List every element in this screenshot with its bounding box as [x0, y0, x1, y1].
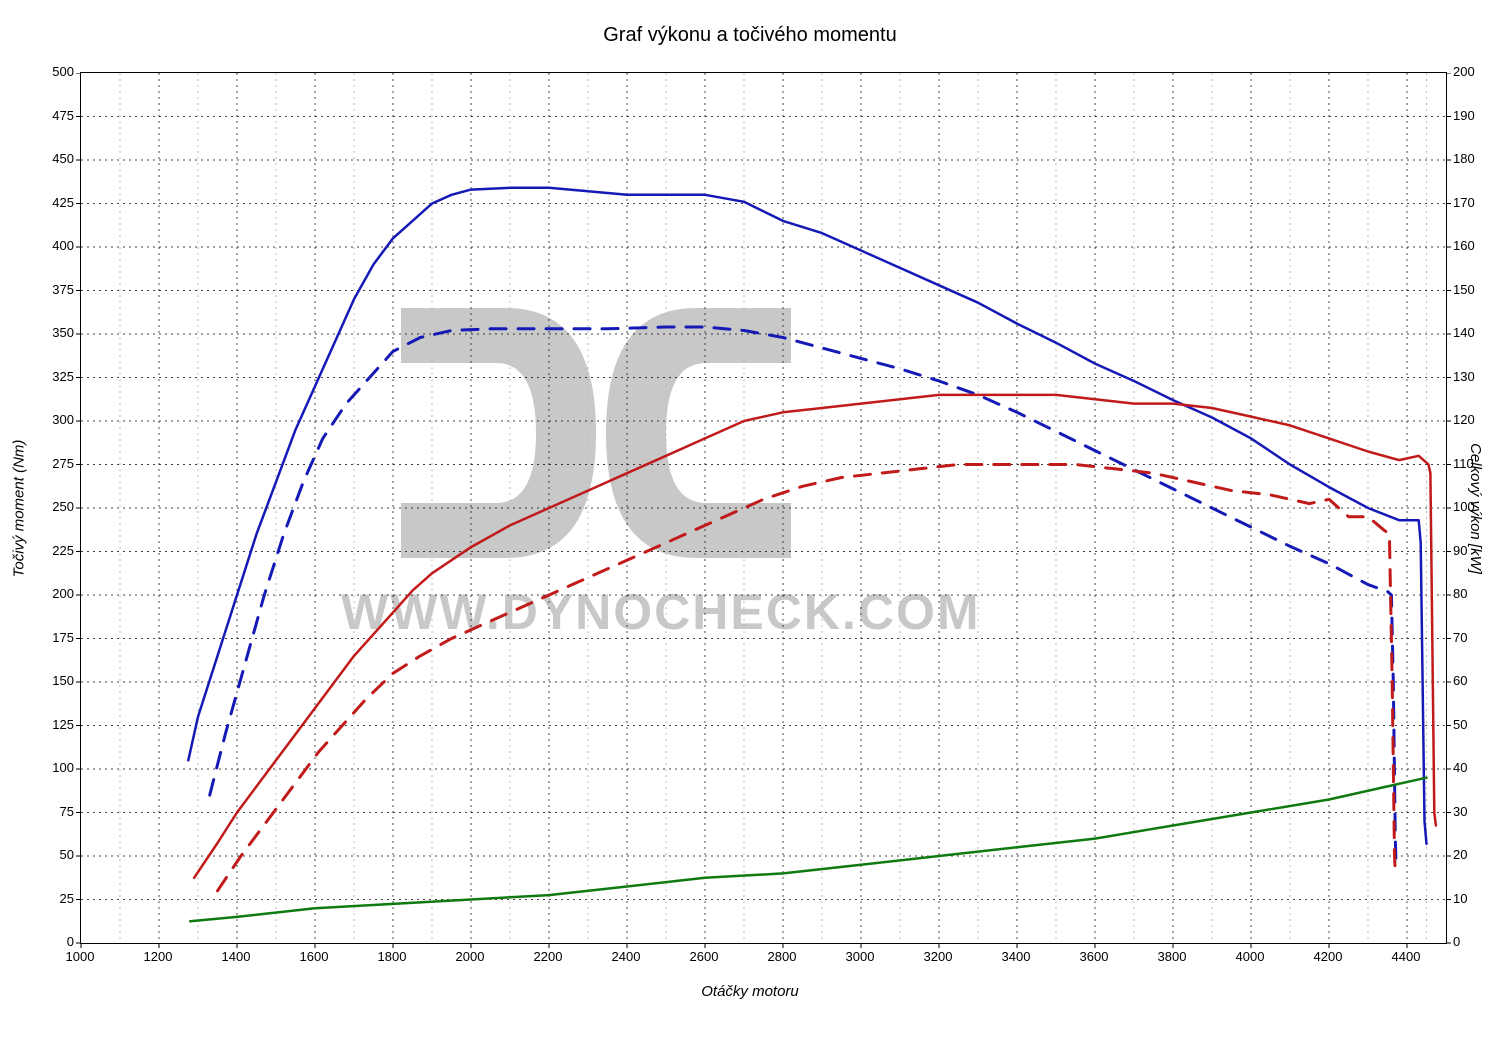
y-right-tick-label: 0 — [1453, 935, 1460, 948]
y-right-tick-label: 110 — [1453, 457, 1474, 470]
y-right-tick-label: 90 — [1453, 544, 1467, 557]
x-tick-label: 3600 — [1080, 950, 1109, 963]
y-left-tick-label: 25 — [34, 892, 74, 905]
series-power_dashed — [218, 465, 1396, 891]
y-right-tick-label: 20 — [1453, 848, 1467, 861]
y-left-tick-label: 450 — [34, 152, 74, 165]
y-right-tick-label: 130 — [1453, 370, 1475, 383]
series-torque_solid — [188, 188, 1426, 844]
x-tick-label: 2400 — [612, 950, 641, 963]
y-right-tick-label: 100 — [1453, 500, 1475, 513]
y-right-tick-label: 80 — [1453, 587, 1467, 600]
y-right-tick-label: 150 — [1453, 283, 1475, 296]
y-left-tick-label: 325 — [34, 370, 74, 383]
y-right-tick-label: 180 — [1453, 152, 1475, 165]
x-tick-label: 1400 — [222, 950, 251, 963]
x-tick-label: 4400 — [1392, 950, 1421, 963]
x-tick-label: 4000 — [1236, 950, 1265, 963]
x-tick-label: 2800 — [768, 950, 797, 963]
y-left-tick-label: 150 — [34, 674, 74, 687]
x-tick-label: 1600 — [300, 950, 329, 963]
x-axis-label: Otáčky motoru — [0, 983, 1500, 1000]
x-tick-label: 3800 — [1158, 950, 1187, 963]
y-left-tick-label: 200 — [34, 587, 74, 600]
y-left-tick-label: 425 — [34, 196, 74, 209]
y-right-tick-label: 190 — [1453, 109, 1475, 122]
y-left-tick-label: 250 — [34, 500, 74, 513]
x-tick-label: 3400 — [1002, 950, 1031, 963]
y-right-tick-label: 140 — [1453, 326, 1475, 339]
x-tick-label: 2200 — [534, 950, 563, 963]
y-right-tick-label: 120 — [1453, 413, 1475, 426]
y-left-tick-label: 100 — [34, 761, 74, 774]
y-left-tick-label: 400 — [34, 239, 74, 252]
y-left-tick-label: 75 — [34, 805, 74, 818]
y-axis-left-label: Točivý moment (Nm) — [10, 440, 27, 578]
y-left-tick-label: 0 — [34, 935, 74, 948]
x-tick-label: 2600 — [690, 950, 719, 963]
plot-svg — [75, 73, 1452, 949]
y-left-tick-label: 225 — [34, 544, 74, 557]
y-right-tick-label: 170 — [1453, 196, 1475, 209]
y-left-tick-label: 275 — [34, 457, 74, 470]
y-right-tick-label: 200 — [1453, 65, 1475, 78]
x-tick-label: 1200 — [144, 950, 173, 963]
y-right-tick-label: 160 — [1453, 239, 1475, 252]
y-left-tick-label: 175 — [34, 631, 74, 644]
y-left-tick-label: 500 — [34, 65, 74, 78]
y-right-tick-label: 50 — [1453, 718, 1467, 731]
x-tick-label: 1800 — [378, 950, 407, 963]
y-left-tick-label: 475 — [34, 109, 74, 122]
y-right-tick-label: 30 — [1453, 805, 1467, 818]
plot-area: WWW.DYNOCHECK.COM — [80, 72, 1447, 944]
y-left-tick-label: 125 — [34, 718, 74, 731]
y-right-tick-label: 40 — [1453, 761, 1467, 774]
y-right-tick-label: 10 — [1453, 892, 1467, 905]
x-tick-label: 2000 — [456, 950, 485, 963]
y-left-tick-label: 375 — [34, 283, 74, 296]
x-tick-label: 3000 — [846, 950, 875, 963]
y-left-tick-label: 300 — [34, 413, 74, 426]
series-power_solid — [194, 395, 1436, 878]
x-tick-label: 3200 — [924, 950, 953, 963]
y-right-tick-label: 60 — [1453, 674, 1467, 687]
series-torque_dashed — [210, 327, 1396, 866]
y-left-tick-label: 50 — [34, 848, 74, 861]
chart-title: Graf výkonu a točivého momentu — [0, 24, 1500, 47]
x-tick-label: 4200 — [1314, 950, 1343, 963]
x-tick-label: 1000 — [66, 950, 95, 963]
y-left-tick-label: 350 — [34, 326, 74, 339]
chart-container: { "chart": { "type": "line", "title": "G… — [0, 0, 1500, 1040]
y-right-tick-label: 70 — [1453, 631, 1467, 644]
